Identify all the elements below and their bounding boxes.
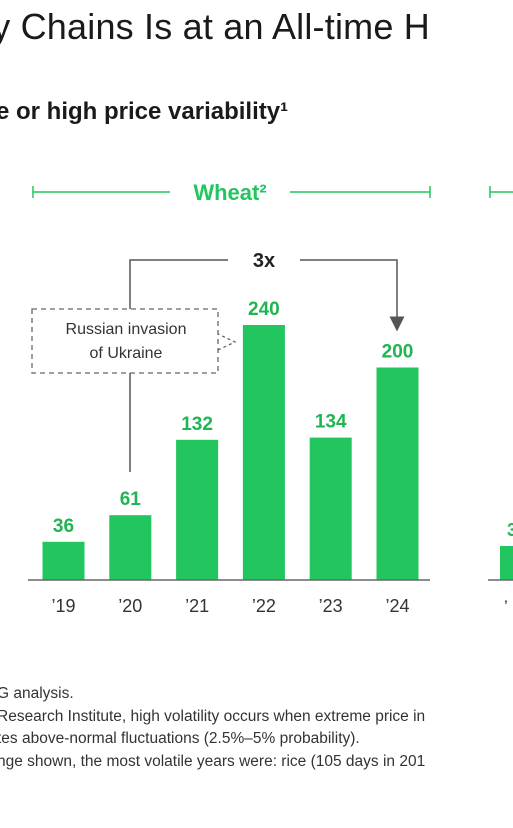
bar-4 <box>309 437 352 580</box>
bar-0 <box>42 541 85 581</box>
x-tick-label-4: ’23 <box>319 596 343 616</box>
multiplier-connector <box>129 259 405 472</box>
footnote-1: Research Institute, high volatility occu… <box>0 707 426 725</box>
page-subtitle: e or high price variability¹ <box>0 98 289 125</box>
x-tick-label-0: ’19 <box>51 596 75 616</box>
annotation-box <box>31 308 237 374</box>
x-tick-label-5: ’24 <box>385 596 409 616</box>
multiplier-label: 3x <box>253 250 275 272</box>
wheat-bar-chart: Wheat² 3x Russian invasion of Ukraine 36… <box>28 180 513 616</box>
footnote-2: nge shown, the most volatile years were:… <box>0 752 426 770</box>
bar-3 <box>242 325 285 580</box>
bar-value-label-0: 36 <box>53 516 74 537</box>
footnote-1-cont: tes above-normal fluctuations (2.5%–5% p… <box>0 730 360 747</box>
x-tick-label-2: ’21 <box>185 596 209 616</box>
bar-1 <box>109 515 152 580</box>
bar-value-label-2: 132 <box>181 414 213 435</box>
bar-5 <box>376 367 419 580</box>
panel-header-bracket <box>32 186 513 198</box>
bar-value-label-3: 240 <box>248 299 280 320</box>
annotation-line-2: of Ukraine <box>90 345 163 362</box>
bar-value-label-4: 134 <box>315 412 347 433</box>
footnotes: G analysis. Research Institute, high vol… <box>0 683 513 773</box>
bar-value-label-1: 61 <box>120 489 142 510</box>
x-tick-label-3: ’22 <box>252 596 276 616</box>
next-panel-partial-bar <box>500 546 513 580</box>
bar-value-label-5: 200 <box>382 342 414 363</box>
next-panel-partial-tick-label: ’ <box>504 597 508 616</box>
footnote-source: G analysis. <box>0 685 74 702</box>
x-tick-label-1: ’20 <box>118 596 142 616</box>
next-panel-partial-value-label: 3 <box>507 520 513 540</box>
panel-title: Wheat² <box>193 180 266 205</box>
bar-2 <box>176 439 219 581</box>
page-title: ly Chains Is at an All-time H <box>0 6 430 47</box>
annotation-line-1: Russian invasion <box>66 321 187 338</box>
